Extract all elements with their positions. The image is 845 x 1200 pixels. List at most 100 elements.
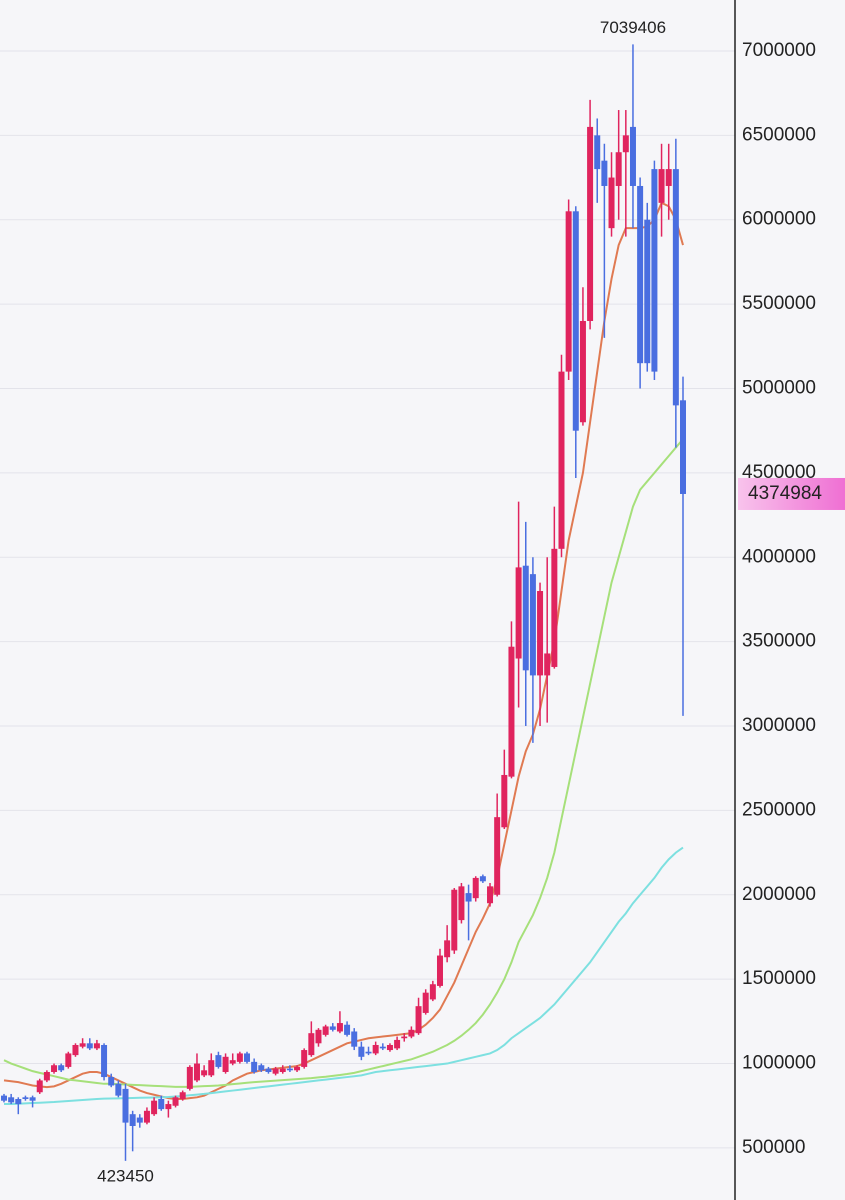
candle-body xyxy=(501,774,508,828)
candle-body xyxy=(465,893,472,902)
candle-body xyxy=(236,1053,243,1062)
last-price-tag xyxy=(738,477,845,510)
candle-body xyxy=(129,1114,136,1126)
candle-body xyxy=(565,211,572,372)
candle-body xyxy=(336,1023,343,1032)
candle-body xyxy=(680,400,686,494)
candle-body xyxy=(122,1088,129,1123)
candle-body xyxy=(508,646,515,777)
y-tick-label: 7000000 xyxy=(742,40,816,61)
candle-body xyxy=(108,1077,115,1086)
candle-body xyxy=(158,1098,165,1110)
candle-body xyxy=(143,1110,150,1123)
candle-body xyxy=(322,1026,329,1035)
candle-body xyxy=(315,1029,322,1044)
candle-body xyxy=(36,1080,43,1093)
moving-average-line xyxy=(3,201,684,1100)
candle-body xyxy=(551,548,558,667)
candle-body xyxy=(658,169,665,203)
candle-body xyxy=(1,1095,7,1101)
candle-body xyxy=(601,160,608,186)
labels: 500000 1000000 1500000 2000000 2500000 300000… xyxy=(97,18,845,1185)
candle-body xyxy=(208,1060,215,1076)
candle-body xyxy=(637,185,644,364)
y-tick-label: 1000000 xyxy=(742,1053,816,1074)
y-tick-label: 500000 xyxy=(742,1137,805,1158)
candle-body xyxy=(537,591,544,676)
candle-body xyxy=(29,1097,36,1101)
candle-body xyxy=(251,1061,258,1072)
candle-body xyxy=(165,1104,172,1110)
y-tick-label: 1500000 xyxy=(742,968,816,989)
candle-body xyxy=(672,169,679,406)
candle-body xyxy=(615,152,622,186)
candle-body xyxy=(494,817,501,895)
candle-body xyxy=(244,1053,251,1062)
candle-body xyxy=(286,1068,293,1071)
candle-body xyxy=(151,1100,158,1115)
candle-body xyxy=(594,135,601,170)
candle-body xyxy=(215,1055,222,1067)
candle-body xyxy=(265,1068,272,1072)
y-tick-label: 3500000 xyxy=(742,631,816,652)
max-label: 7039406 xyxy=(600,18,666,37)
candle-body xyxy=(422,992,429,1013)
candle-body xyxy=(193,1063,200,1081)
candle-body xyxy=(65,1053,72,1067)
candle-body xyxy=(629,126,636,186)
candle-body xyxy=(186,1066,193,1089)
candle-body xyxy=(529,574,536,676)
candle-body xyxy=(344,1024,351,1035)
candle-body xyxy=(115,1083,122,1096)
candle-body xyxy=(136,1117,143,1123)
candle-body xyxy=(229,1060,236,1064)
y-tick-label: 6000000 xyxy=(742,209,816,230)
candle-body xyxy=(487,886,494,904)
candle-body xyxy=(479,876,486,882)
candle-body xyxy=(101,1044,108,1078)
candle-body xyxy=(351,1031,358,1047)
candle-body xyxy=(429,984,436,1000)
candle-body xyxy=(308,1033,315,1056)
candle-body xyxy=(172,1097,179,1106)
candle-body xyxy=(58,1065,65,1071)
candle-body xyxy=(79,1043,86,1047)
candle-body xyxy=(572,211,579,431)
candle-body xyxy=(415,1006,422,1034)
y-tick-label: 5000000 xyxy=(742,378,816,399)
candle-body xyxy=(544,653,551,676)
candle-body xyxy=(436,955,443,986)
candle-body xyxy=(51,1065,58,1072)
candle-body xyxy=(608,177,615,229)
candle-body xyxy=(279,1068,286,1072)
last-price-label: 4374984 xyxy=(748,483,822,504)
candle-body xyxy=(644,219,651,364)
candles xyxy=(1,44,686,1161)
y-tick-label: 4500000 xyxy=(742,462,816,483)
candle-body xyxy=(472,877,479,899)
grid xyxy=(0,50,735,1149)
candle-body xyxy=(15,1098,22,1105)
candle-body xyxy=(329,1026,336,1030)
candle-body xyxy=(665,169,672,186)
candle-body xyxy=(558,371,565,549)
candle-body xyxy=(301,1050,308,1067)
candle-body xyxy=(587,126,594,321)
candle-body xyxy=(386,1044,393,1051)
candle-body xyxy=(179,1092,186,1099)
candle-body xyxy=(394,1039,401,1049)
candle-body xyxy=(201,1070,208,1076)
candle-body xyxy=(458,886,465,921)
y-tick-label: 2000000 xyxy=(742,884,816,905)
candle-body xyxy=(358,1046,365,1057)
candle-body xyxy=(294,1066,301,1071)
candle-body xyxy=(579,320,586,423)
candle-body xyxy=(86,1043,93,1049)
candle-body xyxy=(379,1046,386,1049)
moving-average-line xyxy=(4,846,684,1106)
y-tick-label: 3000000 xyxy=(742,715,816,736)
candle-body xyxy=(43,1071,50,1081)
candle-body xyxy=(451,889,458,951)
